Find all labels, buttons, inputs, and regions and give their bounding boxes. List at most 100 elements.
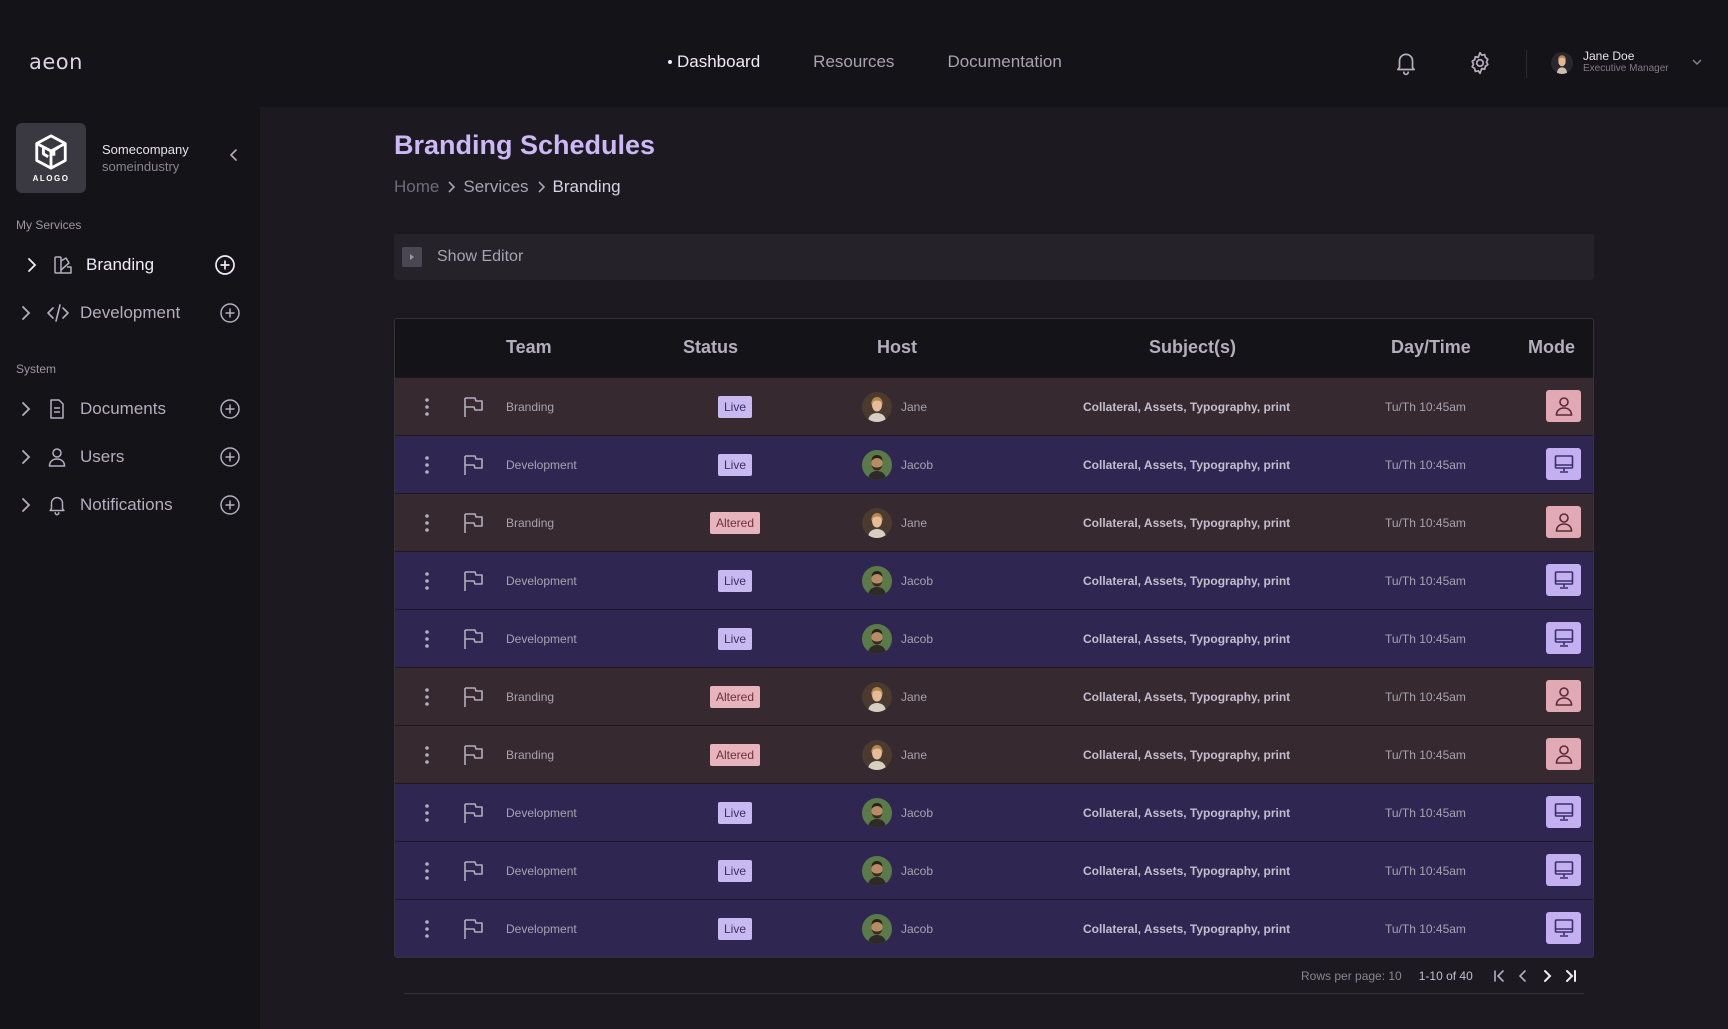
breadcrumb-home[interactable]: Home — [394, 177, 440, 196]
add-circle-icon[interactable] — [219, 302, 241, 324]
table-row[interactable]: Development Live Jacob Collateral, Assets, … — [395, 841, 1593, 899]
add-circle-icon[interactable] — [219, 494, 241, 516]
column-header-host[interactable]: Host — [877, 337, 917, 357]
more-vertical-icon[interactable] — [423, 745, 431, 765]
row-menu-button[interactable] — [423, 745, 431, 770]
mode-button[interactable] — [1546, 854, 1581, 886]
row-menu-button[interactable] — [423, 919, 431, 944]
sidebar-item-users[interactable]: Users — [0, 437, 260, 477]
nav-documentation[interactable]: Documentation — [947, 52, 1062, 71]
nav-dashboard[interactable]: Dashboard — [668, 52, 760, 72]
flag-icon[interactable] — [461, 453, 485, 477]
team-cell: Branding — [506, 400, 555, 414]
company-industry: someindustry — [102, 158, 180, 174]
add-circle-icon[interactable] — [219, 446, 241, 468]
mode-button[interactable] — [1546, 680, 1581, 712]
flag-icon[interactable] — [461, 801, 485, 825]
row-flag-button[interactable] — [461, 859, 485, 888]
add-circle-icon[interactable] — [219, 398, 241, 420]
row-menu-button[interactable] — [423, 861, 431, 886]
more-vertical-icon[interactable] — [423, 687, 431, 707]
mode-button[interactable] — [1546, 738, 1581, 770]
team-cell: Branding — [506, 516, 555, 530]
more-vertical-icon[interactable] — [423, 571, 431, 591]
flag-icon[interactable] — [461, 569, 485, 593]
row-flag-button[interactable] — [461, 743, 485, 772]
first-page-icon[interactable] — [1491, 968, 1507, 984]
column-header-status[interactable]: Status — [683, 337, 739, 357]
table-row[interactable]: Development Live Jacob Collateral, Assets, … — [395, 609, 1593, 667]
more-vertical-icon[interactable] — [423, 919, 431, 939]
company-logo: ALOGO — [16, 123, 86, 193]
mode-button[interactable] — [1546, 390, 1581, 422]
more-vertical-icon[interactable] — [423, 455, 431, 475]
column-header-team[interactable]: Team — [506, 337, 552, 357]
row-menu-button[interactable] — [423, 803, 431, 828]
company-switcher[interactable]: ALOGO Somecompany someindustry — [16, 123, 189, 193]
row-flag-button[interactable] — [461, 685, 485, 714]
table-row[interactable]: Development Live Jacob Collateral, Assets, … — [395, 783, 1593, 841]
sidebar-item-branding[interactable]: Branding — [0, 245, 260, 285]
row-menu-button[interactable] — [423, 455, 431, 480]
row-flag-button[interactable] — [461, 801, 485, 830]
collapse-sidebar-button[interactable] — [226, 147, 242, 163]
flag-icon[interactable] — [461, 511, 485, 535]
sidebar-item-development[interactable]: Development — [0, 293, 260, 333]
row-flag-button[interactable] — [461, 395, 485, 424]
row-flag-button[interactable] — [461, 569, 485, 598]
row-menu-button[interactable] — [423, 629, 431, 654]
next-page-icon[interactable] — [1539, 968, 1555, 984]
flag-icon[interactable] — [461, 627, 485, 651]
rows-per-page-select[interactable]: Rows per page: 10 — [1301, 969, 1402, 983]
mode-button[interactable] — [1546, 912, 1581, 944]
row-flag-button[interactable] — [461, 511, 485, 540]
column-header-daytime[interactable]: Day/Time — [1391, 337, 1471, 357]
table-row[interactable]: Development Live Jacob Collateral, Assets, … — [395, 435, 1593, 493]
editor-toggle[interactable] — [402, 247, 422, 267]
flag-icon[interactable] — [461, 743, 485, 767]
table-row[interactable]: Development Live Jacob Collateral, Assets, … — [395, 551, 1593, 609]
more-vertical-icon[interactable] — [423, 629, 431, 649]
nav-resources[interactable]: Resources — [813, 52, 895, 71]
flag-icon[interactable] — [461, 685, 485, 709]
more-vertical-icon[interactable] — [423, 397, 431, 417]
table-row[interactable]: Branding Altered Jane Collateral, Assets, T… — [395, 667, 1593, 725]
mode-button[interactable] — [1546, 564, 1581, 596]
sidebar-item-notifications[interactable]: Notifications — [0, 485, 260, 525]
row-menu-button[interactable] — [423, 513, 431, 538]
table-row[interactable]: Development Live Jacob Collateral, Assets, … — [395, 899, 1593, 957]
row-menu-button[interactable] — [423, 571, 431, 596]
chevron-right-icon — [22, 402, 31, 416]
mode-button[interactable] — [1546, 622, 1581, 654]
add-circle-icon[interactable] — [214, 254, 236, 276]
table-row[interactable]: Branding Live Jane Collateral, Assets, Typo… — [395, 377, 1593, 435]
sidebar-item-documents[interactable]: Documents — [0, 389, 260, 429]
settings-button[interactable] — [1467, 50, 1493, 76]
row-flag-button[interactable] — [461, 917, 485, 946]
user-menu[interactable]: Jane Doe Executive Manager — [1551, 50, 1702, 75]
more-vertical-icon[interactable] — [423, 803, 431, 823]
show-editor-bar[interactable]: Show Editor — [394, 234, 1594, 280]
column-header-subjects[interactable]: Subject(s) — [1149, 337, 1237, 357]
breadcrumb-services[interactable]: Services — [463, 177, 529, 196]
previous-page-icon[interactable] — [1515, 968, 1531, 984]
column-header-mode[interactable]: Mode — [1528, 337, 1575, 357]
row-flag-button[interactable] — [461, 453, 485, 482]
more-vertical-icon[interactable] — [423, 861, 431, 881]
flag-icon[interactable] — [461, 917, 485, 941]
app-logo[interactable]: aeon — [29, 50, 93, 76]
mode-button[interactable] — [1546, 448, 1581, 480]
row-menu-button[interactable] — [423, 397, 431, 422]
mode-button[interactable] — [1546, 506, 1581, 538]
mode-button[interactable] — [1546, 796, 1581, 828]
row-menu-button[interactable] — [423, 687, 431, 712]
last-page-icon[interactable] — [1563, 968, 1579, 984]
host-name: Jane — [901, 690, 928, 704]
table-row[interactable]: Branding Altered Jane Collateral, Assets, T… — [395, 493, 1593, 551]
row-flag-button[interactable] — [461, 627, 485, 656]
table-row[interactable]: Branding Altered Jane Collateral, Assets, T… — [395, 725, 1593, 783]
more-vertical-icon[interactable] — [423, 513, 431, 533]
notifications-button[interactable] — [1393, 50, 1419, 76]
flag-icon[interactable] — [461, 859, 485, 883]
flag-icon[interactable] — [461, 395, 485, 419]
